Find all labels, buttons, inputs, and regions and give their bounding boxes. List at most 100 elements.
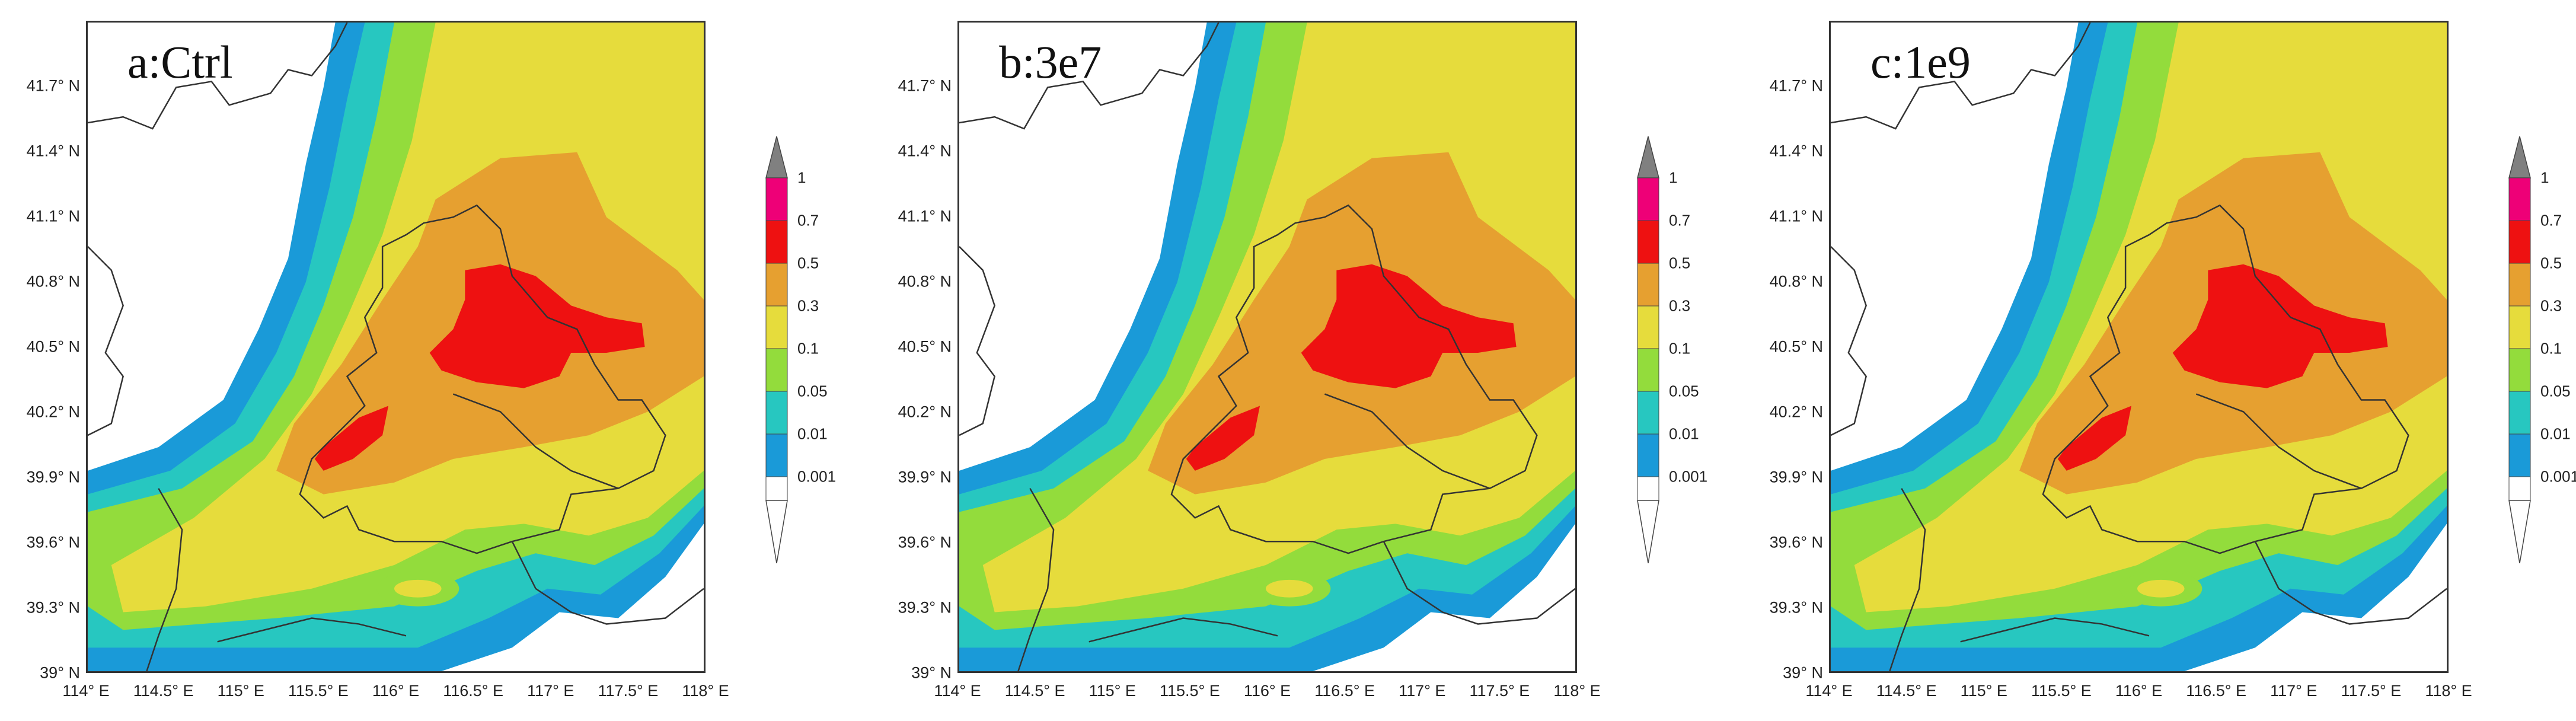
colorbar-band [2508, 177, 2531, 221]
colorbar-band [2508, 305, 2531, 349]
latitude-tick: 39.3° N [26, 598, 80, 617]
latitude-tick: 41.7° N [1769, 76, 1823, 95]
colorbar-level-label: 0.1 [797, 339, 819, 358]
colorbar-level-label: 1 [1669, 168, 1678, 187]
colorbar-level-label: 0.01 [2540, 425, 2571, 443]
colorbar-level-label: 0.3 [797, 296, 819, 315]
longitude-tick: 115° E [1089, 682, 1136, 700]
longitude-tick: 117° E [527, 682, 574, 700]
longitude-tick: 117.5° E [1469, 682, 1530, 700]
colorbar-band [765, 391, 788, 435]
colorbar-over-triangle [1637, 136, 1659, 178]
colorbar-band [1637, 263, 1659, 307]
colorbar-level-label: 0.05 [2540, 382, 2571, 400]
colorbar-under-triangle [765, 500, 788, 563]
longitude-tick: 114° E [62, 682, 110, 700]
longitude-tick: 115° E [217, 682, 264, 700]
colorbar-band [765, 305, 788, 349]
colorbar [2508, 136, 2531, 563]
longitude-tick: 114.5° E [1876, 682, 1937, 700]
contour-0.5-0.7 [1301, 264, 1517, 388]
colorbar-level-label: 0.05 [1669, 382, 1699, 400]
colorbar-band [1637, 433, 1659, 477]
colorbar-band [1637, 391, 1659, 435]
latitude-tick: 39.3° N [898, 598, 952, 617]
colorbar-under-triangle [2508, 500, 2531, 563]
colorbar-band [1637, 476, 1659, 501]
longitude-tick: 117° E [2270, 682, 2318, 700]
latitude-tick: 40.8° N [1769, 272, 1823, 291]
map-frame [1829, 21, 2449, 673]
latitude-tick: 40.2° N [898, 403, 952, 421]
colorbar-band [765, 476, 788, 501]
colorbar-level-label: 0.7 [2540, 211, 2562, 229]
latitude-tick: 39.9° N [26, 468, 80, 486]
colorbar-level-label: 1 [2540, 168, 2549, 187]
latitude-tick: 41.4° N [898, 142, 952, 160]
longitude-tick: 116.5° E [1314, 682, 1375, 700]
longitude-tick: 116° E [1243, 682, 1291, 700]
colorbar-level-label: 0.001 [797, 467, 837, 486]
concentration-map [1831, 23, 2447, 671]
latitude-tick: 40.8° N [898, 272, 952, 291]
longitude-tick: 114° E [934, 682, 981, 700]
longitude-tick: 118° E [1553, 682, 1601, 700]
latitude-tick: 39° N [1783, 663, 1823, 682]
colorbar-band [765, 220, 788, 264]
colorbar-band [1637, 348, 1659, 392]
map-frame [957, 21, 1577, 673]
colorbar [765, 136, 788, 563]
colorbar-level-label: 0.01 [1669, 425, 1699, 443]
map-panel-2: b:3e7 41.7° N 41.4° N 41.1° N 40.8° N 40.5° … [872, 0, 1725, 721]
colorbar-level-label: 0.5 [2540, 254, 2562, 272]
longitude-tick: 115.5° E [1159, 682, 1220, 700]
contour-0.5-0.7 [314, 406, 389, 471]
panel-label: c:1e9 [1870, 36, 1971, 88]
colorbar-band [1637, 220, 1659, 264]
colorbar-band [2508, 220, 2531, 264]
colorbar-band [2508, 263, 2531, 307]
colorbar-level-label: 0.3 [1669, 296, 1691, 315]
colorbar-under-triangle [1637, 500, 1659, 563]
contour-0.5-0.7 [2057, 406, 2132, 471]
map-frame [86, 21, 706, 673]
latitude-tick: 41.1° N [898, 207, 952, 225]
latitude-tick: 39.6° N [26, 533, 80, 551]
latitude-tick: 40.5° N [1769, 337, 1823, 356]
colorbar-band [765, 348, 788, 392]
latitude-tick: 39.9° N [1769, 468, 1823, 486]
latitude-tick: 40.2° N [1769, 403, 1823, 421]
longitude-tick: 115° E [1960, 682, 2007, 700]
longitude-tick: 116° E [372, 682, 420, 700]
latitude-tick: 41.7° N [26, 76, 80, 95]
colorbar-level-label: 0.5 [797, 254, 819, 272]
longitude-tick: 116.5° E [443, 682, 504, 700]
latitude-tick: 41.4° N [26, 142, 80, 160]
colorbar-band [2508, 391, 2531, 435]
colorbar-band [2508, 348, 2531, 392]
contour-0.5-0.7 [429, 264, 645, 388]
colorbar-level-label: 0.001 [1669, 467, 1708, 486]
colorbar-level-label: 0.3 [2540, 296, 2562, 315]
colorbar-band [1637, 177, 1659, 221]
colorbar-level-label: 0.1 [2540, 339, 2562, 358]
map-panel-3: c:1e9 41.7° N 41.4° N 41.1° N 40.8° N 40.5° … [1743, 0, 2576, 721]
latitude-tick: 40.5° N [26, 337, 80, 356]
colorbar-level-label: 0.7 [1669, 211, 1691, 229]
colorbar-level-label: 0.01 [797, 425, 828, 443]
map-panel-1: a:Ctrl 41.7° N 41.4° N 41.1° N 40.8° N 40.5°… [0, 0, 854, 721]
colorbar-over-triangle [2508, 136, 2531, 178]
longitude-tick: 114.5° E [1004, 682, 1065, 700]
longitude-tick: 114° E [1805, 682, 1853, 700]
colorbar-band [2508, 476, 2531, 501]
colorbar-over-triangle [765, 136, 788, 178]
contour-0.5-0.7 [1186, 406, 1260, 471]
longitude-tick: 118° E [682, 682, 729, 700]
latitude-tick: 41.1° N [26, 207, 80, 225]
colorbar-level-label: 0.001 [2540, 467, 2576, 486]
colorbar [1637, 136, 1659, 563]
latitude-tick: 39.9° N [898, 468, 952, 486]
longitude-tick: 118° E [2425, 682, 2472, 700]
longitude-tick: 116.5° E [2186, 682, 2247, 700]
concentration-map [88, 23, 704, 671]
